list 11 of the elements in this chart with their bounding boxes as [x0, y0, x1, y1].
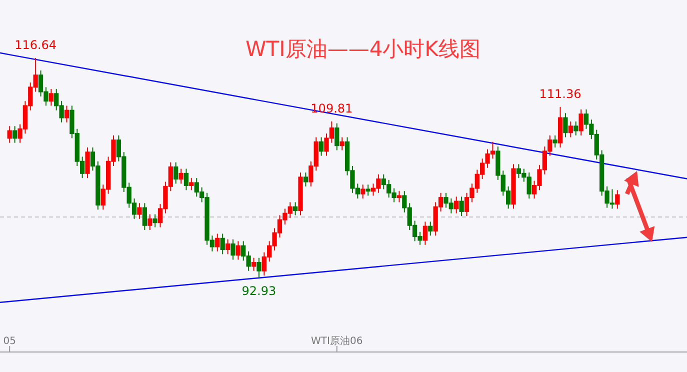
candlestick: [215, 233, 220, 252]
x-tick-label: WTI原油06: [311, 335, 363, 347]
annotation: 111.36: [539, 86, 582, 101]
candlestick: [318, 136, 324, 156]
candlestick: [454, 196, 459, 214]
chart-title: WTI原油——4小时K线图: [246, 37, 480, 61]
x-tick-label: 05: [3, 336, 16, 347]
candlestick: [422, 221, 428, 246]
annotation: 92.93: [242, 284, 276, 298]
annotation: 109.81: [310, 101, 353, 116]
annotation: 116.64: [14, 38, 57, 52]
